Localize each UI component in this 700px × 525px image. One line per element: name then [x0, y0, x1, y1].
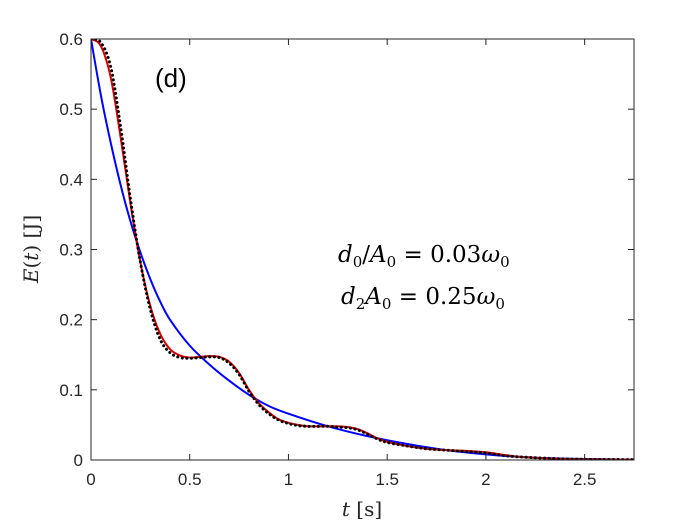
x-axis-label: t [s]: [342, 497, 382, 521]
y-axis-label: E(t) [J]: [19, 215, 43, 284]
x-tick-label: 2: [481, 470, 490, 489]
y-tick-label: 0.2: [59, 311, 83, 330]
x-tick-label: 0: [86, 470, 95, 489]
annotation-d0-over-a0: d0/A0 = 0.03ω0: [338, 242, 510, 271]
y-tick-label: 0.6: [59, 30, 83, 49]
x-tick-label: 0.5: [178, 470, 202, 489]
annotation-d2-times-a0: d2A0 = 0.25ω0: [341, 284, 505, 313]
y-tick-label: 0: [74, 451, 83, 470]
x-tick-label: 2.5: [573, 470, 597, 489]
y-tick-label: 0.5: [59, 100, 83, 119]
series-layer: [91, 39, 634, 460]
y-tick-label: 0.1: [59, 381, 83, 400]
black-dotted-series-line: [91, 39, 634, 460]
x-tick-label: 1.5: [375, 470, 399, 489]
y-tick-label: 0.3: [59, 241, 83, 260]
axes-layer: 0 0.5 1 1.5 2 2.5 0 0.1 0.2 0.3 0.4 0.5 0.6: [59, 30, 635, 489]
y-tick-label: 0.4: [59, 170, 83, 189]
panel-label: (d): [155, 63, 187, 93]
x-tick-label: 1: [284, 470, 293, 489]
